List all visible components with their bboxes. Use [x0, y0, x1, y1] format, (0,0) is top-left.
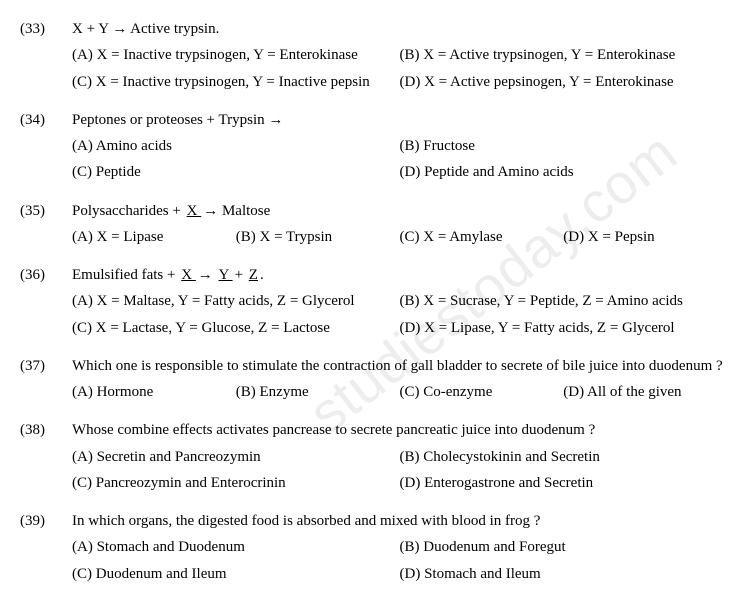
question-number: (36): [20, 262, 72, 288]
option: (B) Enzyme: [236, 379, 400, 405]
option: (B) X = Sucrase, Y = Peptide, Z = Amino …: [400, 288, 728, 314]
option: (D) Stomach and Ileum: [400, 561, 728, 587]
question-text: Emulsified fats + X → Y + Z.: [72, 262, 727, 288]
option: (A) Hormone: [72, 379, 236, 405]
option: (B) Cholecystokinin and Secretin: [400, 444, 728, 470]
question-number: (37): [20, 353, 72, 379]
options: (A) X = Maltase, Y = Fatty acids, Z = Gl…: [72, 288, 727, 341]
option: (D) X = Active pepsinogen, Y = Enterokin…: [400, 69, 728, 95]
options: (A) Stomach and Duodenum(B) Duodenum and…: [72, 534, 727, 587]
question-number: (34): [20, 107, 72, 133]
question: (38)Whose combine effects activates panc…: [20, 417, 727, 496]
option: (A) X = Maltase, Y = Fatty acids, Z = Gl…: [72, 288, 400, 314]
option: (D) Peptide and Amino acids: [400, 159, 728, 185]
option: (D) X = Lipase, Y = Fatty acids, Z = Gly…: [400, 315, 728, 341]
option: (C) Duodenum and Ileum: [72, 561, 400, 587]
question-text: Peptones or proteoses + Trypsin →: [72, 107, 727, 133]
option: (C) Pancreozymin and Enterocrinin: [72, 470, 400, 496]
option: (B) X = Trypsin: [236, 224, 400, 250]
question: (36)Emulsified fats + X → Y + Z.(A) X = …: [20, 262, 727, 341]
option: (A) X = Lipase: [72, 224, 236, 250]
question-text: In which organs, the digested food is ab…: [72, 508, 727, 534]
question-text: Polysaccharides + X → Maltose: [72, 198, 727, 224]
question-text: X + Y → Active trypsin.: [72, 16, 727, 42]
question-text: Whose combine effects activates pancreas…: [72, 417, 727, 443]
question-list: (33)X + Y → Active trypsin.(A) X = Inact…: [20, 16, 727, 587]
option: (A) Secretin and Pancreozymin: [72, 444, 400, 470]
options: (A) Secretin and Pancreozymin(B) Cholecy…: [72, 444, 727, 497]
question: (33)X + Y → Active trypsin.(A) X = Inact…: [20, 16, 727, 95]
question: (39)In which organs, the digested food i…: [20, 508, 727, 587]
question-number: (35): [20, 198, 72, 224]
option: (B) X = Active trypsinogen, Y = Enteroki…: [400, 42, 728, 68]
option: (A) Amino acids: [72, 133, 400, 159]
question: (35)Polysaccharides + X → Maltose(A) X =…: [20, 198, 727, 251]
question-number: (38): [20, 417, 72, 443]
options: (A) X = Lipase(B) X = Trypsin(C) X = Amy…: [72, 224, 727, 250]
options: (A) Hormone(B) Enzyme(C) Co-enzyme(D) Al…: [72, 379, 727, 405]
options: (A) X = Inactive trypsinogen, Y = Entero…: [72, 42, 727, 95]
option: (B) Fructose: [400, 133, 728, 159]
option: (C) X = Inactive trypsinogen, Y = Inacti…: [72, 69, 400, 95]
option: (C) Peptide: [72, 159, 400, 185]
question-number: (33): [20, 16, 72, 42]
question: (37)Which one is responsible to stimulat…: [20, 353, 727, 406]
question-text: Which one is responsible to stimulate th…: [72, 353, 727, 379]
option: (D) All of the given: [563, 379, 727, 405]
option: (A) X = Inactive trypsinogen, Y = Entero…: [72, 42, 400, 68]
option: (A) Stomach and Duodenum: [72, 534, 400, 560]
option: (C) X = Amylase: [400, 224, 564, 250]
option: (B) Duodenum and Foregut: [400, 534, 728, 560]
options: (A) Amino acids(B) Fructose(C) Peptide(D…: [72, 133, 727, 186]
option: (C) Co-enzyme: [400, 379, 564, 405]
option: (C) X = Lactase, Y = Glucose, Z = Lactos…: [72, 315, 400, 341]
question: (34)Peptones or proteoses + Trypsin →(A)…: [20, 107, 727, 186]
option: (D) Enterogastrone and Secretin: [400, 470, 728, 496]
question-number: (39): [20, 508, 72, 534]
option: (D) X = Pepsin: [563, 224, 727, 250]
